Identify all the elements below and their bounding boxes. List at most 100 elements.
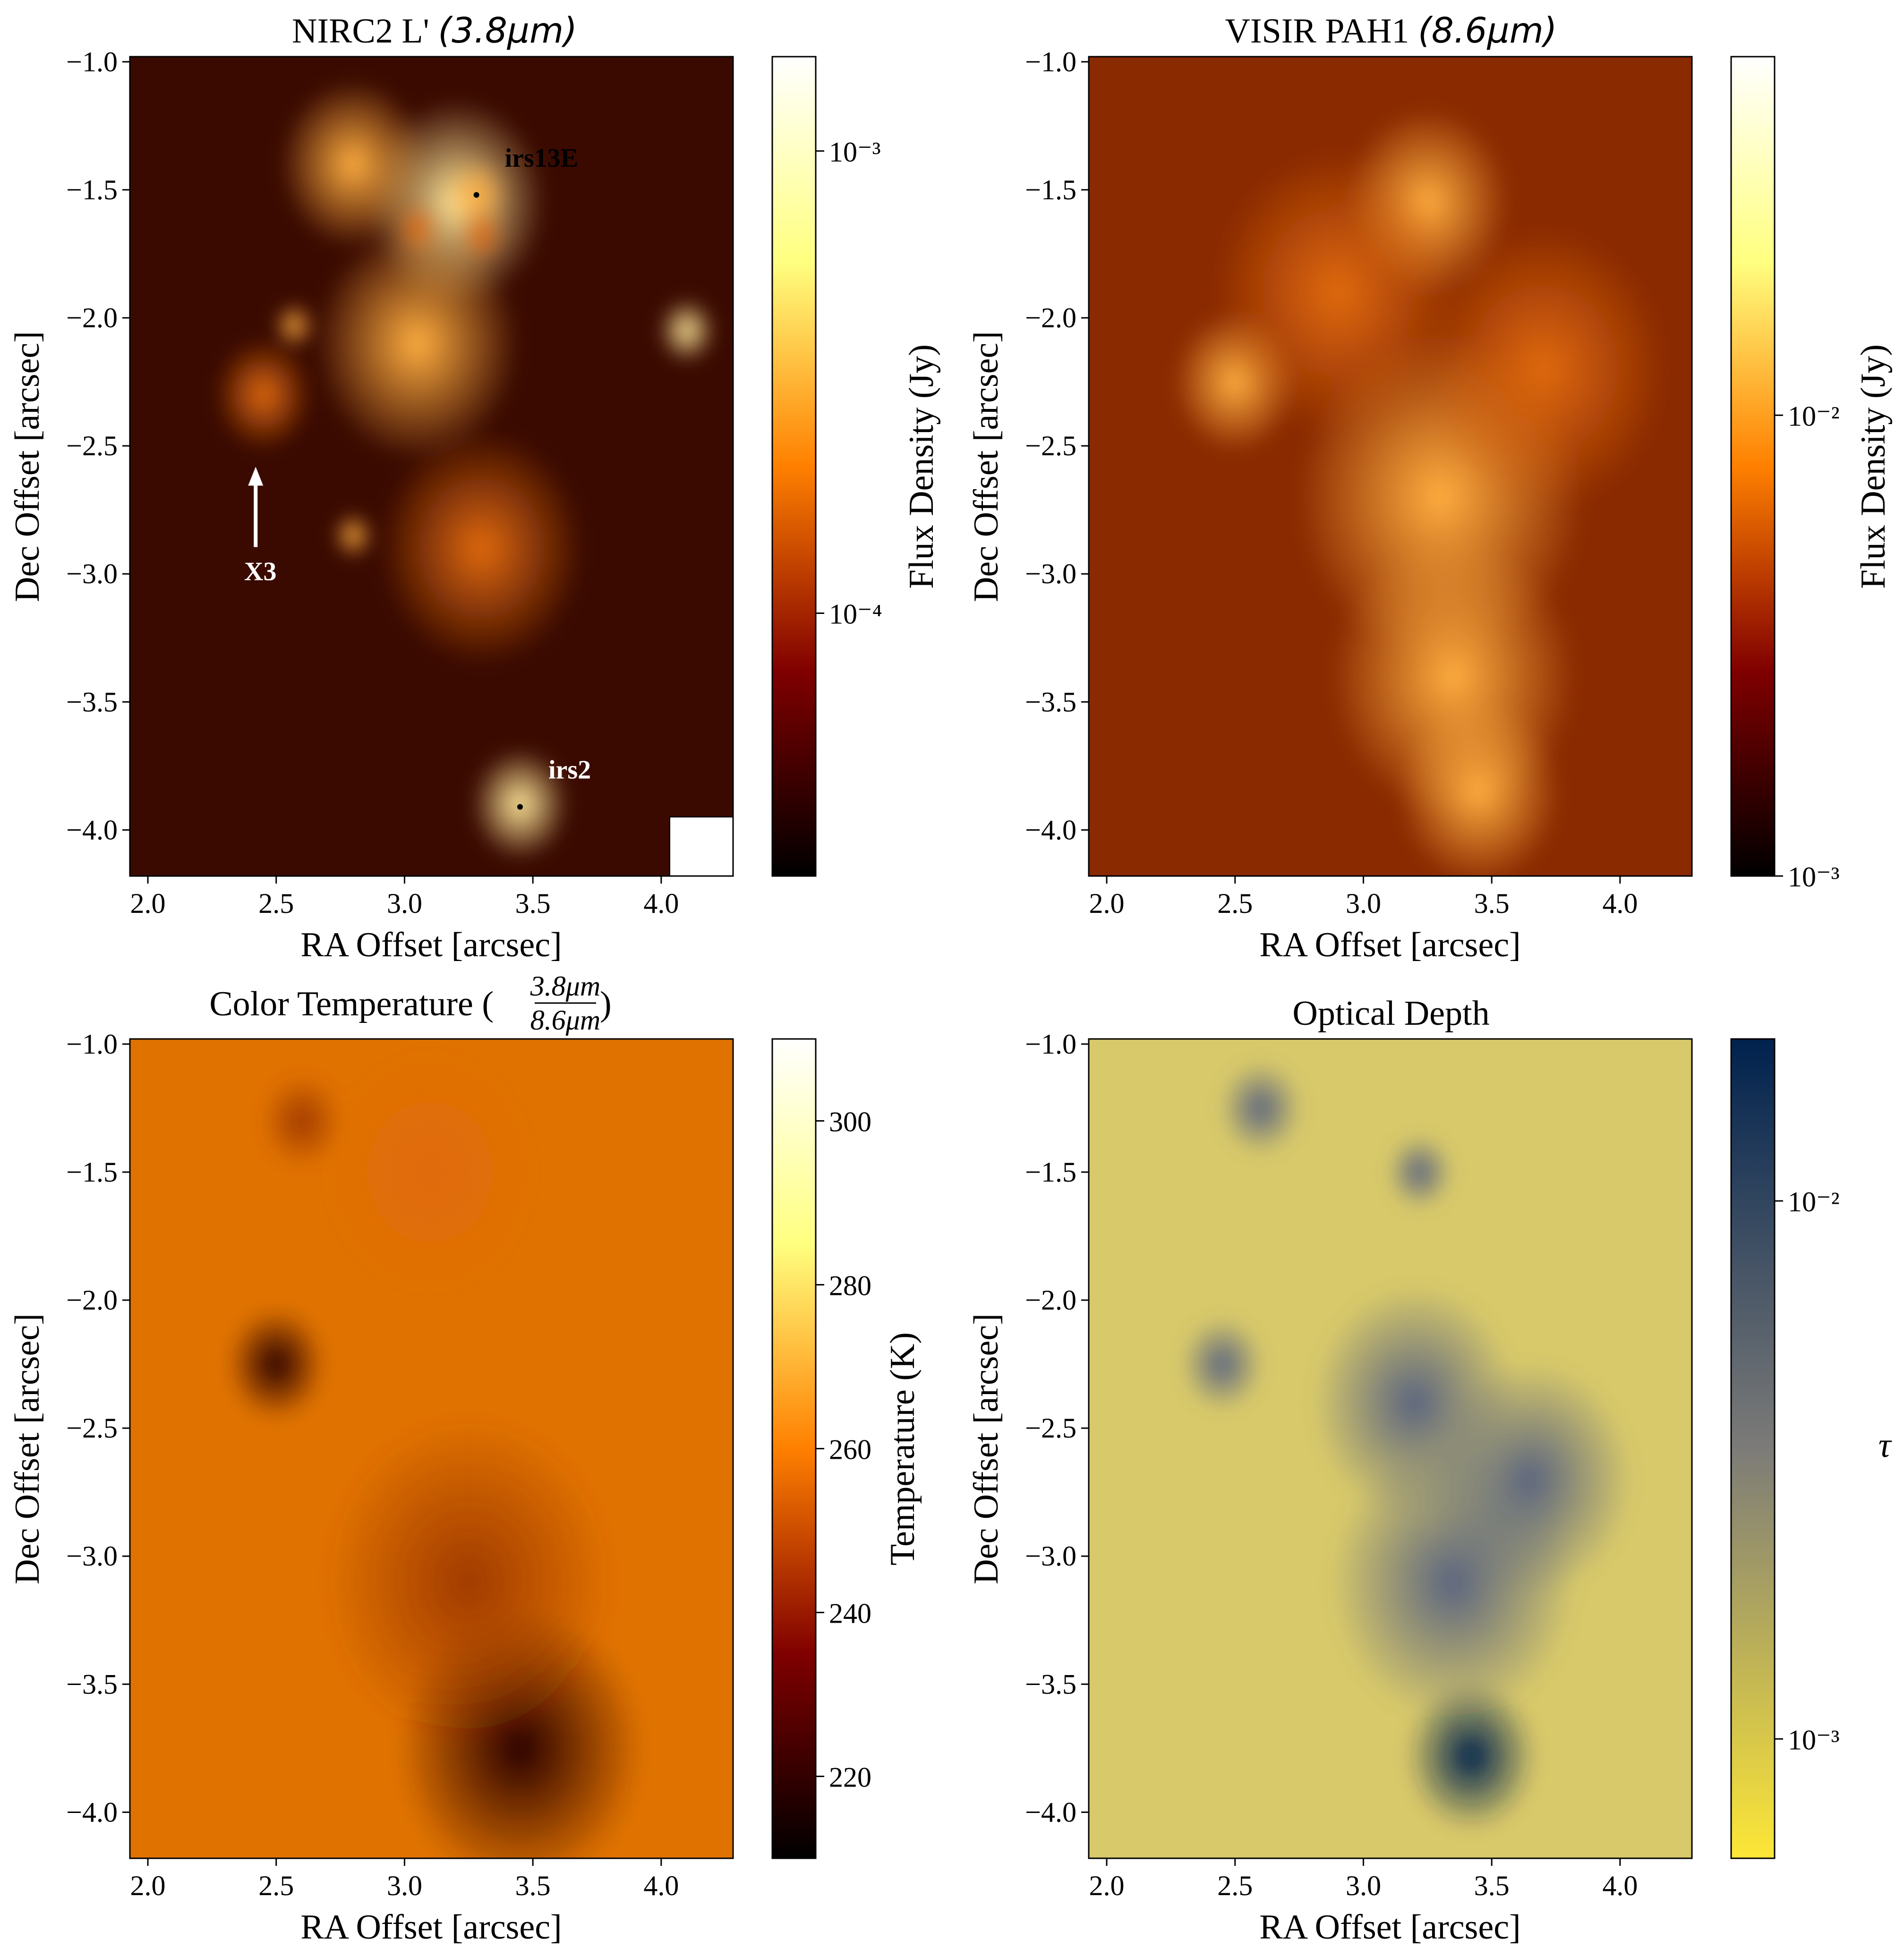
colorbar-tick-label: 220: [829, 1762, 871, 1793]
plot-frame: [129, 1038, 734, 1859]
y-tick-label: −3.5: [66, 1668, 118, 1700]
source-marker: [473, 192, 479, 198]
panel-title: Optical Depth: [1292, 994, 1489, 1033]
y-tick-label: −1.0: [66, 1029, 118, 1060]
heatmap-image: [1089, 1039, 1692, 1858]
x3-arrowhead: [248, 467, 264, 486]
masked-region: [669, 817, 734, 876]
y-tick-label: −1.0: [1025, 1029, 1076, 1060]
plot-frame: [1088, 1038, 1693, 1859]
y-tick-label: −2.5: [66, 1412, 118, 1444]
y-tick-label: −2.0: [1025, 1285, 1076, 1316]
panel-color-temperature: Color Temperature ( 3.8μm 8.6μm ) 2.0 2.5…: [8, 970, 922, 1947]
y-tick-label: −2.0: [1025, 302, 1076, 333]
x-tick-label: 2.5: [258, 888, 294, 919]
svg-text:8.6μm: 8.6μm: [530, 1004, 600, 1036]
y-tick-label: −1.5: [1025, 1157, 1076, 1188]
panel-title: NIRC2 L' (3.8μm): [292, 10, 577, 51]
colorbar-tick-label: 10⁻⁴: [829, 598, 882, 630]
colorbar-tick-label: 10⁻²: [1788, 400, 1840, 432]
x-tick-label: 2.0: [130, 1870, 166, 1901]
x-axis-label: RA Offset [arcsec]: [300, 926, 562, 964]
y-tick-label: −1.5: [1025, 174, 1076, 205]
y-tick-label: −2.5: [1025, 1412, 1076, 1444]
colorbar-tick-label: 300: [829, 1106, 871, 1138]
y-tick-label: −1.0: [66, 46, 118, 77]
panel-title: Color Temperature ( 3.8μm 8.6μm ): [209, 970, 611, 1036]
annotation-label: irs2: [548, 756, 591, 785]
colorbar-tick-label: 280: [829, 1270, 871, 1302]
y-tick-label: −2.0: [66, 1285, 118, 1316]
colorbar: [1730, 1038, 1776, 1859]
colorbar: [771, 56, 817, 877]
heatmap-image: [130, 1039, 733, 1858]
x-axis-label: RA Offset [arcsec]: [300, 1908, 562, 1947]
colorbar-tick-label: 10⁻³: [829, 136, 881, 168]
y-tick-label: −3.0: [1025, 558, 1076, 589]
svg-text:3.8μm: 3.8μm: [530, 970, 600, 1002]
x-axis-label: RA Offset [arcsec]: [1259, 1908, 1520, 1947]
y-tick-label: −3.5: [66, 686, 118, 717]
x-tick-label: 3.0: [1346, 1870, 1381, 1901]
x-tick-label: 3.5: [515, 888, 551, 919]
x-tick-label: 3.5: [1474, 1870, 1510, 1901]
x-tick-label: 4.0: [643, 1870, 679, 1901]
y-tick-label: −4.0: [1025, 814, 1076, 845]
y-axis-label: Dec Offset [arcsec]: [967, 331, 1006, 602]
colorbar-tick-label: 10⁻³: [1788, 1724, 1840, 1755]
y-tick-label: −3.0: [66, 1540, 118, 1572]
plot-frame: [1088, 56, 1693, 877]
annotation-label: irs13E: [505, 144, 579, 173]
x-tick-label: 3.0: [1346, 888, 1381, 919]
panel-title: VISIR PAH1 (8.6μm): [1225, 10, 1557, 51]
y-tick-label: −3.5: [1025, 1668, 1076, 1700]
x-tick-label: 4.0: [1602, 1870, 1638, 1901]
x-tick-label: 3.0: [387, 888, 422, 919]
y-axis-label: Dec Offset [arcsec]: [967, 1313, 1006, 1584]
colorbar-tick-label: 10⁻³: [1788, 861, 1840, 893]
x-axis-label: RA Offset [arcsec]: [1259, 926, 1520, 964]
y-tick-label: −2.5: [66, 430, 118, 461]
colorbar-label: Temperature (K): [883, 1332, 922, 1566]
colorbar-label: τ: [1878, 1426, 1892, 1465]
heatmap-image: [1089, 57, 1692, 876]
colorbar-tick-label: 10⁻²: [1788, 1186, 1840, 1217]
plot-frame: [129, 56, 734, 877]
colorbar-tick-label: 260: [829, 1434, 871, 1465]
x-tick-label: 2.5: [1217, 1870, 1253, 1901]
y-tick-label: −4.0: [66, 1796, 118, 1828]
x-tick-label: 2.0: [1089, 888, 1125, 919]
x-tick-label: 2.0: [130, 888, 166, 919]
y-tick-label: −2.0: [66, 302, 118, 333]
y-tick-label: −3.0: [66, 558, 118, 589]
colorbar-tick-label: 240: [829, 1598, 871, 1629]
x-tick-label: 4.0: [1602, 888, 1638, 919]
y-axis-label: Dec Offset [arcsec]: [8, 331, 47, 602]
svg-text:Color Temperature (: Color Temperature (: [209, 985, 494, 1023]
colorbar-label: Flux Density (Jy): [902, 344, 941, 589]
heatmap-image: [130, 57, 733, 876]
colorbar: [771, 1038, 817, 1859]
y-tick-label: −4.0: [1025, 1796, 1076, 1828]
panel-optical-depth: Optical Depth 2.0 2.5 3.0 3.5 4.0 −1.0 −1.5 −2.…: [967, 994, 1892, 1947]
x-tick-label: 3.5: [1474, 888, 1510, 919]
y-tick-label: −1.0: [1025, 46, 1076, 77]
x-tick-label: 2.5: [258, 1870, 294, 1901]
x-tick-label: 2.5: [1217, 888, 1253, 919]
y-axis-label: Dec Offset [arcsec]: [8, 1313, 47, 1584]
colorbar-label: Flux Density (Jy): [1854, 344, 1893, 589]
y-tick-label: −1.5: [66, 174, 118, 205]
colorbar: [1730, 56, 1776, 877]
x-tick-label: 3.5: [515, 1870, 551, 1901]
y-tick-label: −1.5: [66, 1157, 118, 1188]
svg-text:): ): [600, 985, 612, 1023]
y-tick-label: −3.5: [1025, 686, 1076, 717]
y-tick-label: −3.0: [1025, 1540, 1076, 1572]
x-tick-label: 4.0: [643, 888, 679, 919]
x-tick-label: 2.0: [1089, 1870, 1125, 1901]
x-tick-label: 3.0: [387, 1870, 422, 1901]
y-tick-label: −2.5: [1025, 430, 1076, 461]
panel-visir: VISIR PAH1 (8.6μm) 2.0 2.5 3.0 3.5 4.0 −1.0 −1…: [967, 10, 1893, 964]
panel-nirc2: NIRC2 L' (3.8μm) irs13E irs2 X3 2.0 2.5 3.0 3…: [8, 10, 941, 964]
